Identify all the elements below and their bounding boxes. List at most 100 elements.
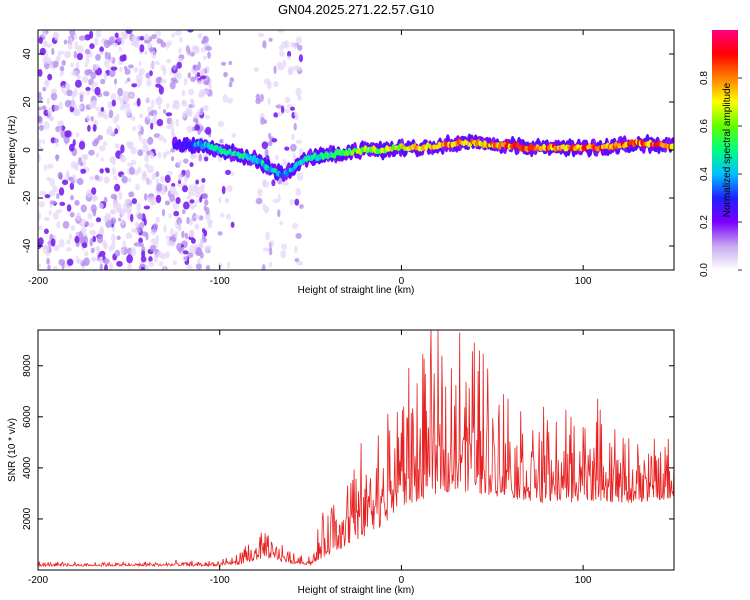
heatmap-cell bbox=[181, 230, 185, 239]
heatmap-cell bbox=[227, 97, 234, 104]
snr-y-axis: 2000 4000 6000 8000 bbox=[22, 354, 674, 530]
heatmap-cell bbox=[164, 174, 171, 183]
heatmap-cell bbox=[125, 232, 133, 239]
heatmap-cell bbox=[45, 43, 52, 48]
heatmap-cell bbox=[66, 239, 71, 245]
heatmap-cell bbox=[293, 122, 297, 131]
heatmap-cell bbox=[195, 118, 199, 126]
heatmap-cell bbox=[138, 67, 145, 76]
heatmap-cell bbox=[52, 60, 59, 68]
heatmap-cell bbox=[268, 261, 273, 268]
heatmap-cell bbox=[120, 218, 125, 226]
heatmap-cell bbox=[188, 88, 195, 96]
heatmap-cell bbox=[38, 225, 43, 231]
heatmap-cell bbox=[139, 113, 144, 119]
heatmap-cell bbox=[129, 166, 135, 175]
heatmap-cell bbox=[88, 101, 94, 109]
heatmap-cell bbox=[227, 261, 231, 269]
heatmap-cell bbox=[99, 51, 104, 56]
heatmap-cell bbox=[155, 216, 160, 224]
heatmap-cell bbox=[182, 250, 189, 255]
heatmap-cell bbox=[107, 52, 111, 61]
heatmap-cell bbox=[48, 210, 53, 216]
heatmap-cell bbox=[43, 121, 50, 130]
heatmap-cell bbox=[84, 63, 88, 68]
heatmap-cell bbox=[166, 43, 170, 50]
heatmap-cell bbox=[38, 237, 44, 246]
heatmap-cell bbox=[268, 246, 273, 256]
heatmap-cell bbox=[203, 156, 209, 162]
heatmap-cell bbox=[114, 128, 118, 135]
heatmap-cell bbox=[200, 107, 204, 114]
heatmap-cell bbox=[162, 67, 167, 76]
snr-x-label: Height of straight line (km) bbox=[298, 585, 415, 596]
heatmap-cell bbox=[111, 241, 116, 250]
heatmap-cell bbox=[194, 223, 200, 230]
heatmap-cell bbox=[92, 100, 97, 108]
heatmap-cell bbox=[117, 95, 122, 101]
heatmap-cell bbox=[156, 251, 164, 258]
x-tick-label: 100 bbox=[575, 575, 592, 586]
heatmap-cell bbox=[38, 111, 41, 117]
heatmap-cell bbox=[119, 55, 126, 62]
heatmap-cell bbox=[145, 72, 151, 79]
heatmap-cell bbox=[68, 233, 73, 240]
heatmap-cell bbox=[268, 37, 273, 42]
heatmap-cell bbox=[84, 48, 91, 55]
heatmap-cell bbox=[204, 199, 209, 206]
heatmap-cell bbox=[151, 172, 157, 180]
heatmap-cell bbox=[280, 250, 287, 259]
heatmap-cell bbox=[99, 263, 103, 270]
heatmap-cell bbox=[141, 173, 148, 181]
heatmap-cell bbox=[170, 156, 175, 162]
heatmap-cell bbox=[263, 247, 270, 252]
heatmap-cell bbox=[148, 260, 154, 267]
heatmap-cell bbox=[131, 198, 137, 205]
heatmap-cell bbox=[145, 97, 151, 104]
heatmap-cell bbox=[87, 212, 93, 220]
heatmap-cell bbox=[50, 92, 58, 101]
x-tick-label: -200 bbox=[28, 276, 48, 287]
heatmap-cell bbox=[148, 47, 156, 52]
heatmap-cell bbox=[178, 160, 183, 166]
heatmap-cell bbox=[104, 59, 110, 68]
heatmap-cell bbox=[225, 169, 231, 175]
heatmap-cell bbox=[114, 249, 121, 257]
heatmap-cell bbox=[231, 133, 237, 138]
heatmap-cell bbox=[120, 144, 125, 154]
heatmap-cell bbox=[190, 238, 196, 244]
heatmap-cell bbox=[294, 198, 300, 206]
heatmap-cell bbox=[141, 138, 148, 145]
heatmap-cell bbox=[131, 83, 138, 88]
heatmap-cell bbox=[119, 153, 125, 162]
heatmap-cell bbox=[99, 225, 104, 235]
heatmap-cell bbox=[88, 149, 95, 156]
heatmap-cell bbox=[196, 199, 200, 204]
heatmap-cell bbox=[222, 94, 229, 103]
heatmap-cell bbox=[81, 226, 87, 234]
heatmap-cell bbox=[273, 112, 279, 118]
heatmap-cell bbox=[279, 221, 284, 226]
x-tick-label: 0 bbox=[399, 276, 405, 287]
heatmap-cell bbox=[122, 240, 127, 250]
heatmap-cell bbox=[199, 240, 204, 249]
heatmap-cell bbox=[224, 197, 230, 204]
heatmap-cell bbox=[203, 205, 207, 212]
heatmap-cell bbox=[62, 221, 70, 229]
heatmap-cell bbox=[42, 244, 49, 249]
heatmap-cell bbox=[218, 196, 222, 204]
heatmap-cell bbox=[195, 179, 200, 185]
heatmap-cell bbox=[187, 72, 191, 79]
snr-panel: -200 -100 0 100 2000 4000 6000 8000 Height of … bbox=[7, 329, 675, 596]
x-tick-label: -100 bbox=[210, 575, 230, 586]
heatmap-cell bbox=[160, 41, 167, 48]
heatmap-cell bbox=[130, 146, 137, 155]
heatmap-cell bbox=[49, 115, 55, 122]
heatmap-cell bbox=[116, 260, 123, 267]
heatmap-cell bbox=[92, 235, 97, 243]
heatmap-cell bbox=[258, 32, 265, 38]
heatmap-cell bbox=[57, 120, 65, 127]
heatmap-cell bbox=[157, 151, 162, 159]
heatmap-cell bbox=[71, 70, 78, 77]
